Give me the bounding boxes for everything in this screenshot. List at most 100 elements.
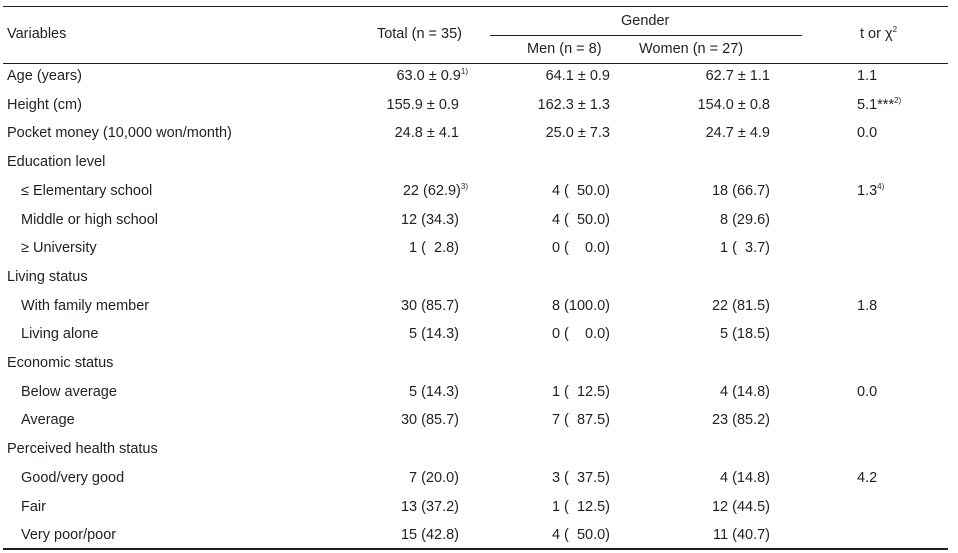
row-label-text: Below average <box>21 384 117 400</box>
cell-total-value: 1 ( 2.8) <box>409 240 459 256</box>
cell-men-value: 4 ( 50.0) <box>551 183 610 199</box>
cell-total: 155.9 ± 0.9 <box>387 96 459 114</box>
cell-total: 5 (14.3) <box>409 383 459 401</box>
cell-men: 162.3 ± 1.3 <box>538 96 610 114</box>
header-statistic-superscript: 2 <box>892 25 898 34</box>
row-label: With family member <box>21 297 149 315</box>
header-women: Women (n = 27) <box>639 41 744 57</box>
cell-men: 0 ( 0.0) <box>552 239 610 257</box>
cell-men-value: 64.1 ± 0.9 <box>545 68 610 84</box>
header-variables: Variables <box>7 26 67 42</box>
header-gender: Gender <box>621 13 670 29</box>
cell-women-value: 8 (29.6) <box>720 212 770 228</box>
cell-women-value: 5 (18.5) <box>720 326 770 342</box>
cell-women: 154.0 ± 0.8 <box>698 96 770 114</box>
cell-total-value: 155.9 ± 0.9 <box>386 97 459 113</box>
gender-group-rule <box>490 35 802 36</box>
cell-total-footnote: 3) <box>460 182 468 191</box>
cell-women-value: 18 (66.7) <box>711 183 770 199</box>
cell-women-value: 4 (14.8) <box>720 470 770 486</box>
cell-women: 1 ( 3.7) <box>720 239 770 257</box>
cell-total-value: 63.0 ± 0.9 <box>396 68 461 84</box>
cell-total: 30 (85.7) <box>401 297 459 315</box>
cell-statistic-footnote: 4) <box>877 182 885 191</box>
cell-total: 5 (14.3) <box>409 325 459 343</box>
cell-statistic: 1.34) <box>857 182 884 200</box>
cell-statistic-value: 0.0 <box>857 384 878 400</box>
row-label-text: With family member <box>21 298 150 314</box>
table-header-rule <box>3 63 948 64</box>
row-label: Height (cm) <box>7 96 82 114</box>
cell-total-value: 13 (37.2) <box>400 499 459 515</box>
cell-women-value: 23 (85.2) <box>711 412 770 428</box>
cell-total-value: 30 (85.7) <box>400 298 459 314</box>
cell-women-value: 154.0 ± 0.8 <box>697 97 770 113</box>
cell-total: 12 (34.3) <box>401 211 459 229</box>
row-label: Age (years) <box>7 67 82 85</box>
cell-statistic: 0.0 <box>857 383 877 401</box>
cell-total-value: 15 (42.8) <box>400 527 459 543</box>
cell-statistic: 4.2 <box>857 469 877 487</box>
cell-women: 12 (44.5) <box>712 498 770 516</box>
header-men: Men (n = 8) <box>527 41 602 57</box>
cell-men: 0 ( 0.0) <box>552 325 610 343</box>
cell-men: 25.0 ± 7.3 <box>546 124 610 142</box>
header-statistic-label: t or χ <box>860 26 893 42</box>
cell-total: 1 ( 2.8) <box>409 239 459 257</box>
cell-men: 3 ( 37.5) <box>552 469 610 487</box>
cell-men: 4 ( 50.0) <box>552 211 610 229</box>
row-label: Fair <box>21 498 46 516</box>
row-label: ≤ Elementary school <box>21 182 152 200</box>
cell-total: 63.0 ± 0.91) <box>396 67 468 85</box>
row-label-text: Good/very good <box>21 470 125 486</box>
cell-men-value: 25.0 ± 7.3 <box>545 125 610 141</box>
cell-men-value: 8 (100.0) <box>551 298 610 314</box>
cell-women-value: 11 (40.7) <box>713 527 770 543</box>
row-label: Economic status <box>7 354 113 372</box>
cell-women: 4 (14.8) <box>720 469 770 487</box>
row-label-text: Living status <box>7 269 88 285</box>
row-label: Pocket money (10,000 won/month) <box>7 124 232 142</box>
cell-women-value: 22 (81.5) <box>711 298 770 314</box>
cell-men-value: 3 ( 37.5) <box>551 470 610 486</box>
cell-men-value: 162.3 ± 1.3 <box>537 97 610 113</box>
cell-women-value: 24.7 ± 4.9 <box>705 125 770 141</box>
cell-statistic-value: 1.8 <box>857 298 878 314</box>
row-label-text: Economic status <box>7 355 114 371</box>
row-label: Living alone <box>21 325 98 343</box>
header-statistic: t or χ2 <box>860 25 897 43</box>
row-label-text: Fair <box>21 499 46 515</box>
row-label-text: Very poor/poor <box>21 527 117 543</box>
cell-men: 7 ( 87.5) <box>552 411 610 429</box>
cell-statistic: 0.0 <box>857 124 877 142</box>
row-label: Living status <box>7 268 88 286</box>
row-label: Average <box>21 411 75 429</box>
cell-men-value: 1 ( 12.5) <box>551 499 610 515</box>
cell-men-value: 1 ( 12.5) <box>551 384 610 400</box>
cell-men-value: 4 ( 50.0) <box>551 527 610 543</box>
cell-total: 24.8 ± 4.1 <box>395 124 459 142</box>
row-label-text: Pocket money (10,000 won/month) <box>7 125 232 141</box>
cell-total: 7 (20.0) <box>409 469 459 487</box>
row-label-text: ≥ University <box>21 240 97 256</box>
cell-men: 4 ( 50.0) <box>552 182 610 200</box>
cell-total: 22 (62.9)3) <box>403 182 468 200</box>
table-bottom-rule <box>3 548 948 550</box>
cell-women: 8 (29.6) <box>720 211 770 229</box>
cell-men: 4 ( 50.0) <box>552 526 610 544</box>
cell-men-value: 7 ( 87.5) <box>551 412 610 428</box>
row-label-text: Living alone <box>21 326 99 342</box>
cell-total: 15 (42.8) <box>401 526 459 544</box>
cell-women-value: 1 ( 3.7) <box>720 240 770 256</box>
cell-women-value: 4 (14.8) <box>720 384 770 400</box>
cell-women: 24.7 ± 4.9 <box>706 124 770 142</box>
row-label-text: Age (years) <box>7 68 82 84</box>
cell-women-value: 62.7 ± 1.1 <box>705 68 770 84</box>
row-label: Middle or high school <box>21 211 158 229</box>
cell-statistic: 1.1 <box>857 67 877 85</box>
table-top-rule <box>3 6 948 7</box>
cell-men: 1 ( 12.5) <box>552 383 610 401</box>
cell-total-value: 5 (14.3) <box>409 384 459 400</box>
cell-total-value: 22 (62.9) <box>402 183 461 199</box>
cell-women: 23 (85.2) <box>712 411 770 429</box>
